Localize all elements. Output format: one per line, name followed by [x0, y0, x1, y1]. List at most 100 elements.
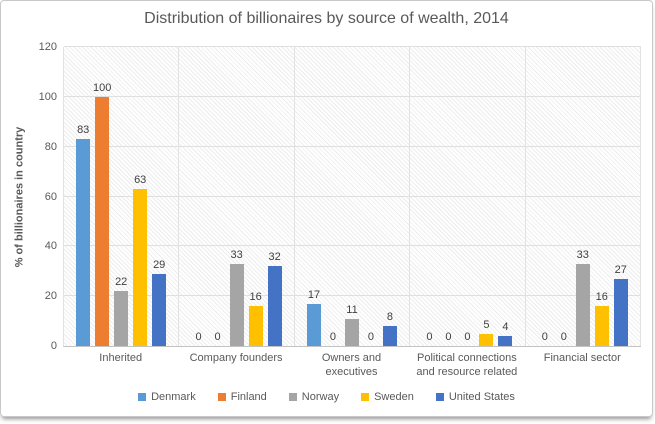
y-axis-tick-labels: 0 20 40 60 80 100 120: [25, 41, 57, 352]
x-axis-category-label: Political connections and resource relat…: [416, 352, 518, 378]
bar-slot: 0: [538, 47, 552, 346]
bar-slot: 33: [575, 47, 590, 346]
bar-norway: [575, 263, 590, 346]
gridline: [64, 145, 641, 147]
data-label: 83: [77, 124, 90, 137]
data-label: 0: [464, 331, 471, 343]
data-label: 16: [595, 291, 608, 304]
bar-slot: 0: [326, 47, 340, 346]
y-axis-title-text: % of billionaires in country: [13, 126, 26, 267]
bar-sweden: [133, 189, 148, 346]
bar-group: 0 0 33 16 32: [179, 47, 295, 346]
legend-label: Norway: [301, 391, 340, 403]
bar-united-states: [267, 266, 282, 346]
legend-item-denmark: Denmark: [138, 391, 196, 403]
bar-slot: 11: [344, 47, 359, 346]
bar-sweden: [594, 306, 609, 346]
legend-marker-icon: [288, 393, 297, 401]
bar-united-states: [382, 326, 397, 346]
x-axis-category-label: Inherited: [99, 352, 143, 364]
bar-sweden: [248, 306, 263, 346]
data-label: 11: [346, 303, 358, 316]
bar-slot: 8: [382, 47, 397, 346]
legend-item-norway: Norway: [288, 391, 340, 403]
legend-label: Finland: [230, 391, 267, 403]
data-label: 22: [115, 276, 128, 289]
y-axis-tick-label: 20: [44, 290, 57, 303]
x-axis-category-labels: Inherited Company founders Owners and exec…: [63, 351, 640, 379]
chart-title: Distribution of billionaires by source o…: [144, 10, 509, 27]
bar-slot: 16: [248, 47, 263, 346]
data-label: 0: [560, 331, 567, 343]
gridline: [64, 195, 641, 197]
data-label: 0: [426, 331, 433, 343]
data-label: 100: [93, 81, 112, 94]
data-label: 0: [195, 331, 202, 343]
x-axis-category-label: Financial sector: [543, 352, 621, 364]
bar-slot: 0: [211, 47, 225, 346]
gridline: [64, 245, 641, 247]
bar-denmark: [76, 139, 91, 346]
data-label: 4: [502, 321, 509, 334]
data-label: 0: [214, 331, 221, 343]
y-axis-tick-label: 60: [44, 190, 57, 203]
bar-slot: 0: [557, 47, 571, 346]
bar-slot: 33: [229, 47, 244, 346]
legend-item-finland: Finland: [217, 391, 267, 403]
bar-slot: 0: [364, 47, 378, 346]
y-axis-tick-label: 0: [50, 340, 57, 352]
bar-united-states: [152, 273, 167, 346]
bar-slot: 63: [133, 47, 148, 346]
data-label: 27: [614, 263, 627, 276]
bar-slot: 4: [498, 47, 513, 346]
data-label: 0: [445, 331, 452, 343]
bar-slot: 0: [422, 47, 436, 346]
bar-slot: 22: [114, 47, 129, 346]
bar-slot: 32: [267, 47, 282, 346]
y-axis-tick-label: 40: [44, 240, 57, 253]
data-label: 8: [386, 311, 394, 324]
legend: Denmark Finland Norway Sweden United States: [1, 391, 652, 403]
bar-group: 17 0 11 0 8: [295, 47, 411, 346]
y-axis-tick-label: 100: [38, 90, 57, 103]
legend-marker-icon: [217, 393, 226, 401]
bar-slot: 5: [479, 47, 494, 346]
bar-united-states: [613, 278, 628, 346]
bar-slot: 100: [93, 47, 112, 346]
x-axis-category-label: Company founders: [189, 352, 283, 364]
bar-slot: 83: [76, 47, 91, 346]
legend-marker-icon: [138, 393, 147, 401]
gridline: [64, 295, 641, 297]
y-axis-tick-label: 80: [44, 140, 57, 153]
bar-slot: 0: [441, 47, 455, 346]
bar-united-states: [498, 336, 513, 346]
bar-slot: 27: [613, 47, 628, 346]
gridline: [64, 46, 641, 47]
bar-finland: [95, 96, 110, 346]
x-axis-category-label: Owners and executives: [321, 352, 382, 378]
gridline: [64, 95, 641, 97]
legend-marker-icon: [361, 393, 370, 401]
bar-norway: [114, 291, 129, 346]
bar-slot: 0: [460, 47, 474, 346]
bar-norway: [344, 318, 359, 346]
data-label: 0: [367, 331, 375, 343]
data-label: 29: [153, 258, 166, 271]
bar-group: 0 0 33 16 27: [526, 47, 641, 346]
legend-label: United States: [448, 391, 515, 403]
bar-slot: 16: [594, 47, 609, 346]
legend-item-united-states: United States: [435, 391, 515, 403]
plot-area: 83 100 22 63 29 0 0 33 16 32 17 0 11 0 8 0 0 0 5 4 0 0 33 16 27: [63, 46, 641, 347]
data-label: 5: [483, 318, 490, 331]
data-label: 16: [249, 291, 262, 304]
data-label: 0: [541, 331, 548, 343]
bar-slot: 17: [306, 47, 321, 346]
data-label: 33: [230, 248, 243, 261]
bar-group: 83 100 22 63 29: [64, 47, 180, 346]
bar-denmark: [306, 303, 321, 346]
bar-slot: 0: [192, 47, 206, 346]
legend-label: Sweden: [374, 391, 414, 403]
